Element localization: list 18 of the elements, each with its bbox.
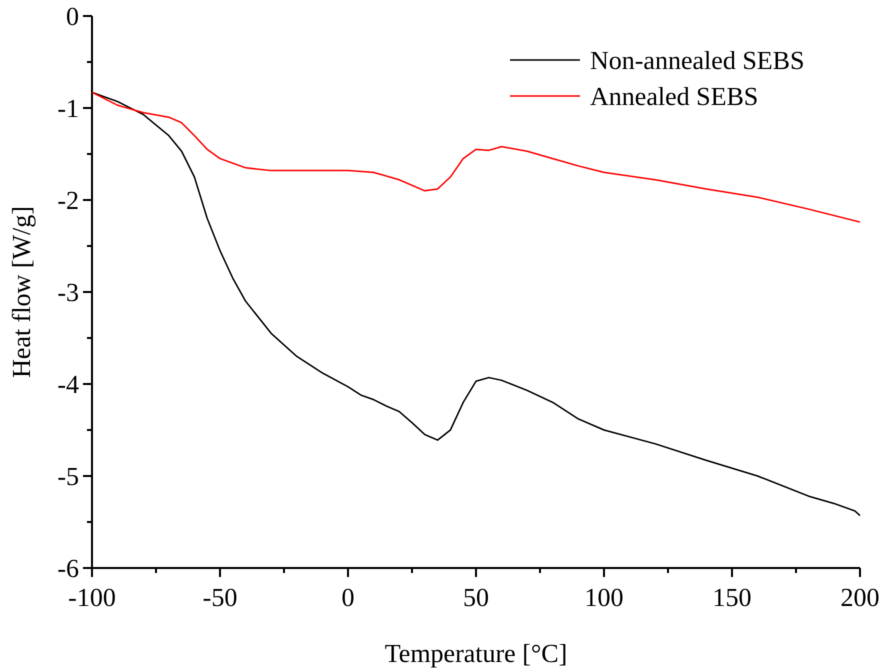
x-tick-label: -100 bbox=[68, 583, 116, 612]
y-tick-label: -3 bbox=[57, 278, 79, 308]
x-tick-label: 200 bbox=[840, 583, 880, 612]
y-tick-label: -6 bbox=[57, 554, 79, 584]
y-tick-label: 0 bbox=[66, 2, 79, 32]
y-tick-label: -5 bbox=[57, 462, 79, 492]
x-axis-title: Temperature [°C] bbox=[384, 639, 568, 668]
y-axis-title: Heat flow [W/g] bbox=[7, 206, 36, 378]
y-tick-label: -4 bbox=[57, 370, 79, 400]
x-tick-label: 100 bbox=[584, 583, 624, 612]
legend-label: Non-annealed SEBS bbox=[590, 46, 804, 76]
x-tick-label: 50 bbox=[463, 583, 489, 612]
legend-label: Annealed SEBS bbox=[590, 82, 758, 112]
y-tick-label: -2 bbox=[57, 186, 79, 216]
x-tick-label: 0 bbox=[342, 583, 354, 612]
x-tick-label: 150 bbox=[712, 583, 752, 612]
y-tick-label: -1 bbox=[57, 94, 79, 124]
x-tick-label: -50 bbox=[202, 583, 238, 612]
